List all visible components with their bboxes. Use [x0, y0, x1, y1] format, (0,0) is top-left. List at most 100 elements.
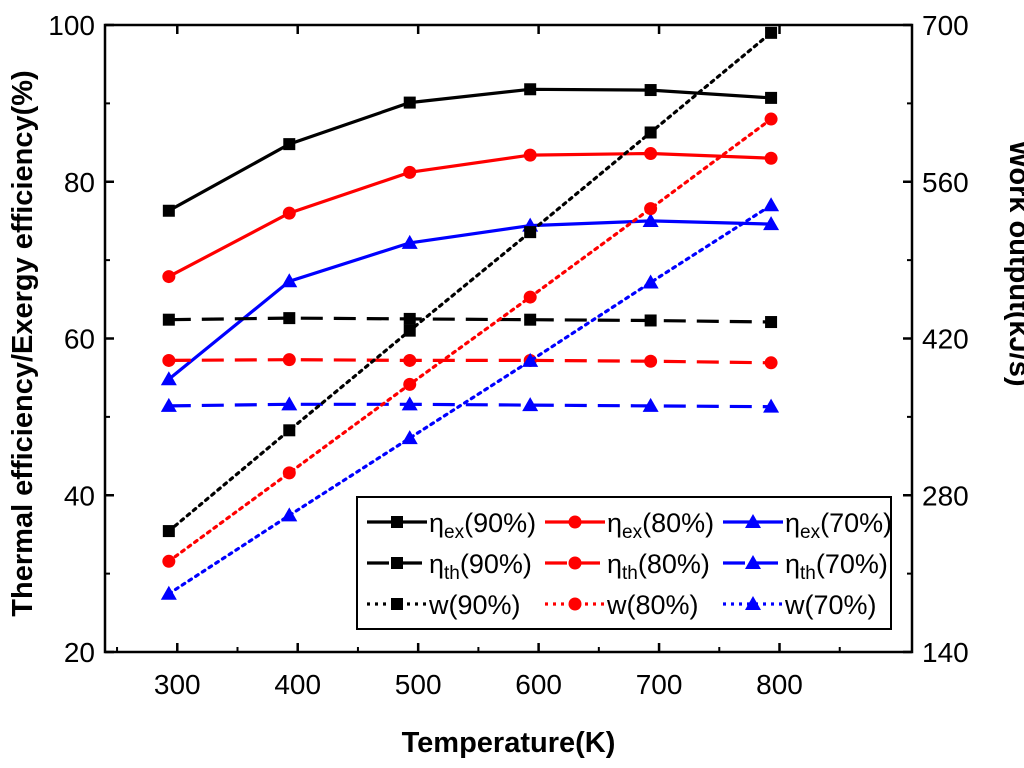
data-point: [763, 197, 780, 212]
data-point: [644, 354, 658, 368]
series-line: [168, 87, 772, 213]
data-point: [162, 204, 175, 217]
x-tick-label: 400: [274, 669, 321, 700]
data-point: [522, 397, 539, 412]
data-point: [644, 84, 657, 97]
data-point: [401, 430, 418, 445]
legend-label: ηth(90%): [429, 549, 532, 584]
axes: 300 400 500 600 700 800 20 40 60 80 100 140 280 420 56…: [48, 10, 968, 700]
data-point: [642, 212, 659, 227]
data-point: [644, 314, 657, 327]
data-point: [765, 316, 778, 329]
data-point: [523, 290, 537, 304]
legend-swatch-marker: [568, 556, 582, 570]
data-point: [283, 312, 296, 325]
legend-swatch-marker: [391, 516, 403, 528]
legend-swatch-marker: [568, 515, 582, 529]
series-line: [168, 358, 772, 365]
x-tick-label: 500: [395, 669, 442, 700]
legend-label: w(80%): [606, 590, 699, 620]
data-point: [644, 202, 658, 216]
data-point: [763, 398, 780, 413]
legend-swatch-marker: [568, 597, 582, 611]
legend-label: ηex(70%): [785, 508, 892, 543]
data-point: [401, 396, 418, 411]
data-point: [764, 356, 778, 370]
data-point: [160, 585, 177, 600]
legend-label: w(90%): [428, 590, 521, 620]
y-left-tick-label: 80: [64, 167, 95, 198]
legend-label: ηth(80%): [607, 549, 710, 584]
y-left-tick-label: 20: [64, 637, 95, 668]
data-point: [162, 554, 176, 568]
data-point: [160, 371, 177, 386]
data-point: [642, 274, 659, 289]
series-line: [167, 203, 773, 596]
series-η_th(90%): [162, 312, 778, 329]
data-point: [763, 216, 780, 231]
data-point: [644, 147, 658, 161]
y-left-tick-label: 40: [64, 480, 95, 511]
series-line: [168, 151, 772, 279]
data-point: [162, 353, 176, 367]
legend-swatch-marker: [391, 557, 403, 569]
data-point: [403, 353, 417, 367]
legend-entry: ηth(90%): [367, 549, 532, 584]
legend-swatch-marker: [745, 596, 761, 610]
legend-entry: w(80%): [545, 590, 699, 620]
data-point: [281, 507, 298, 522]
series-η_th(70%): [160, 396, 780, 413]
data-point: [282, 206, 296, 220]
data-point: [764, 112, 778, 126]
data-point: [401, 234, 418, 249]
data-point: [403, 96, 416, 109]
legend-entry: w(90%): [367, 590, 521, 620]
series-layer: [160, 26, 780, 600]
data-point: [281, 396, 298, 411]
legend-label: ηex(80%): [607, 508, 714, 543]
series-w(90%): [162, 26, 778, 538]
y-right-tick-label: 560: [922, 167, 969, 198]
data-point: [281, 273, 298, 288]
series-line: [167, 31, 773, 533]
y-left-tick-label: 60: [64, 324, 95, 355]
data-point: [765, 26, 778, 39]
data-point: [282, 466, 296, 480]
data-point: [764, 151, 778, 165]
x-axis-title: Temperature(K): [402, 727, 616, 759]
legend-entry: ηth(70%): [723, 549, 888, 584]
series-w(70%): [160, 197, 780, 600]
data-point: [162, 270, 176, 284]
data-point: [403, 377, 417, 391]
data-point: [642, 397, 659, 412]
data-point: [523, 148, 537, 162]
legend-box: [356, 496, 892, 630]
data-point: [162, 313, 175, 326]
y-right-tick-label: 420: [922, 324, 969, 355]
legend-entry: ηex(90%): [367, 508, 536, 543]
right-y-axis-title: Work output(kJ/s): [1003, 141, 1024, 387]
data-point: [282, 353, 296, 367]
legend-entry: ηth(80%): [545, 549, 710, 584]
series-line: [168, 402, 772, 409]
legend-entry: ηex(80%): [545, 508, 714, 543]
y-right-tick-label: 280: [922, 480, 969, 511]
data-point: [524, 83, 537, 96]
series-line: [167, 117, 773, 563]
x-tick-label: 300: [154, 669, 201, 700]
y-left-tick-label: 100: [48, 10, 95, 41]
x-tick-label: 600: [515, 669, 562, 700]
legend: ηex(90%) ηex(80%) ηex(70%) ηth(90%) ηth(80%)…: [356, 496, 892, 630]
series-line: [167, 219, 772, 381]
data-point: [644, 126, 657, 139]
data-point: [524, 226, 537, 239]
series-η_ex(90%): [162, 83, 778, 217]
legend-swatch-marker: [745, 555, 761, 569]
data-point: [162, 525, 175, 538]
data-point: [403, 312, 416, 325]
legend-label: w(70%): [784, 590, 877, 620]
y-right-tick-label: 700: [922, 10, 969, 41]
legend-label: ηex(90%): [429, 508, 536, 543]
data-point: [524, 313, 537, 326]
